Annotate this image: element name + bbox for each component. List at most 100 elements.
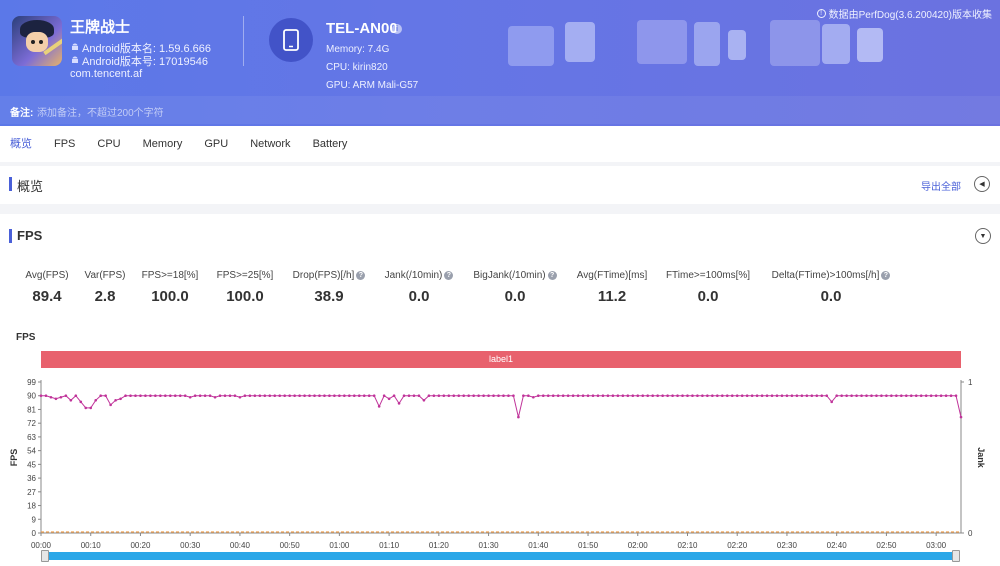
header-divider xyxy=(243,16,244,66)
x-tick-label: 01:40 xyxy=(528,541,549,550)
fps-series-line xyxy=(41,394,962,418)
fps-data-point xyxy=(929,394,933,398)
fps-data-point xyxy=(845,394,848,398)
y-tick-label: 72 xyxy=(27,419,36,428)
x-tick-label: 01:10 xyxy=(379,541,400,550)
help-icon[interactable]: ? xyxy=(547,271,557,280)
fps-data-point xyxy=(318,394,321,398)
fps-data-point xyxy=(144,394,147,398)
stat-item: Avg(FTime)[ms] 11.2 xyxy=(552,270,672,305)
fps-data-point xyxy=(104,394,107,398)
fps-data-point xyxy=(298,394,301,398)
fps-data-point xyxy=(283,394,286,398)
version-note: ! 数据由PerfDog(3.6.200420)版本收集 xyxy=(816,6,992,21)
fps-data-point xyxy=(551,394,555,398)
app-icon xyxy=(12,16,62,66)
stat-label: Jank(/10min)? xyxy=(359,270,479,281)
fps-data-point xyxy=(820,394,824,398)
y-tick-label: 45 xyxy=(27,460,36,469)
y-tick-label: 27 xyxy=(27,488,36,497)
x-tick-label: 01:50 xyxy=(578,541,599,550)
info-icon[interactable]: i xyxy=(392,24,402,34)
fps-data-point xyxy=(333,394,336,398)
fps-data-point xyxy=(313,394,316,398)
fps-data-point xyxy=(343,394,346,398)
fps-data-point xyxy=(482,394,485,398)
fps-data-point xyxy=(422,399,426,402)
fps-data-point xyxy=(636,394,640,398)
fps-data-point xyxy=(596,394,600,398)
fps-data-point xyxy=(944,394,948,398)
tab-network[interactable]: Network xyxy=(250,138,291,150)
x-tick-label: 02:40 xyxy=(827,541,848,550)
tab-gpu[interactable]: GPU xyxy=(204,138,229,150)
collapse-left-icon[interactable]: ◀ xyxy=(974,176,990,192)
stat-label: FTime>=100ms[%] xyxy=(648,270,768,281)
tab-battery[interactable]: Battery xyxy=(312,138,348,150)
fps-data-point xyxy=(909,394,913,398)
fps-data-point xyxy=(825,394,829,398)
fps-data-point xyxy=(134,394,137,398)
app-name: 王牌战士 xyxy=(70,19,131,36)
fps-data-point xyxy=(661,394,664,398)
fps-data-point xyxy=(223,394,227,398)
overview-panel: 概览 导出全部 ◀ xyxy=(0,166,1000,204)
fps-data-point xyxy=(676,394,679,398)
fps-data-point xyxy=(407,394,411,398)
fps-data-point xyxy=(556,394,560,398)
fps-data-point xyxy=(154,394,157,398)
help-icon[interactable]: ? xyxy=(881,271,891,280)
tab-memory[interactable]: Memory xyxy=(142,138,183,150)
stat-label-text: FPS>=18[%] xyxy=(141,270,199,281)
fps-data-point xyxy=(328,394,331,398)
fps-data-point xyxy=(890,394,893,398)
overview-title: 概览 xyxy=(17,179,44,194)
collapse-down-icon[interactable]: ▼ xyxy=(975,228,991,244)
fps-data-point xyxy=(168,394,172,398)
tab-cpu[interactable]: CPU xyxy=(97,138,121,150)
x-tick-label: 01:30 xyxy=(479,541,500,550)
stat-value: 11.2 xyxy=(597,288,627,305)
stat-value: 0.0 xyxy=(820,288,842,305)
stat-label-text: Delta(FTime)>100ms[/h] xyxy=(771,270,880,281)
help-icon[interactable]: ? xyxy=(444,271,454,280)
fps-data-point xyxy=(527,394,530,398)
fps-data-point xyxy=(233,394,237,398)
fps-data-point xyxy=(686,394,689,398)
stat-item: BigJank(/10min)? 0.0 xyxy=(455,270,575,305)
fps-data-point xyxy=(89,406,93,410)
fps-data-point xyxy=(800,394,804,398)
stat-label-text: FTime>=100ms[%] xyxy=(665,270,751,281)
fps-data-point xyxy=(39,394,43,398)
scroll-handle-left[interactable] xyxy=(41,550,49,562)
time-range-scrollbar[interactable] xyxy=(42,552,960,560)
fps-data-point xyxy=(835,394,838,398)
fps-data-point xyxy=(730,394,734,398)
tab-overview[interactable]: 概览 xyxy=(10,138,32,150)
report-header: 王牌战士 Android版本名: 1.59.6.666 Android版本号: … xyxy=(0,0,1000,126)
fps-data-point xyxy=(904,394,908,398)
fps-data-point xyxy=(631,394,635,398)
fps-data-point xyxy=(213,395,217,399)
package-name: com.tencent.af xyxy=(70,68,143,80)
x-tick-label: 00:20 xyxy=(130,541,151,550)
fps-data-point xyxy=(720,394,724,398)
label-band[interactable]: label1 xyxy=(41,351,961,368)
fps-data-point xyxy=(725,394,729,398)
tab-fps[interactable]: FPS xyxy=(54,138,76,150)
stat-item: Drop(FPS)[/h]? 38.9 xyxy=(269,270,389,305)
remark-input[interactable]: 添加备注，不超过200个字符 xyxy=(37,108,164,119)
stat-value: 89.4 xyxy=(32,288,62,305)
scroll-handle-right[interactable] xyxy=(952,550,960,562)
fps-data-point xyxy=(750,394,754,398)
fps-data-point xyxy=(193,394,197,398)
export-all-link[interactable]: 导出全部 xyxy=(921,182,961,193)
help-icon[interactable]: ? xyxy=(356,271,366,280)
fps-data-point xyxy=(253,394,257,398)
device-name: TEL-AN00 xyxy=(326,20,398,37)
fps-data-point xyxy=(178,394,182,398)
fps-data-point xyxy=(278,394,282,398)
fps-data-point xyxy=(656,394,659,398)
fps-data-point xyxy=(124,394,127,398)
